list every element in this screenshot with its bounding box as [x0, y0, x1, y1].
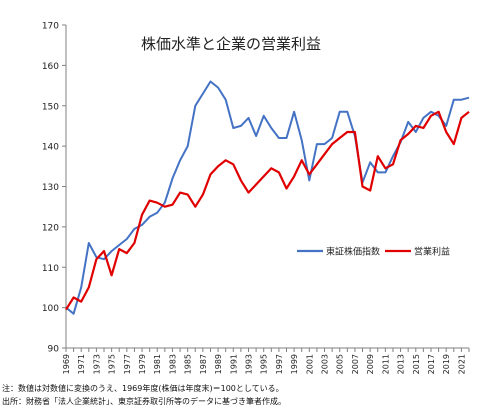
x-tick-label: 1981 [153, 354, 162, 374]
x-tick-label: 2007 [351, 354, 360, 374]
x-tick-label: 2021 [457, 354, 466, 374]
legend-label-stock-index: 東証株価指数 [326, 246, 380, 258]
legend-label-operating-profit: 営業利益 [414, 246, 450, 258]
x-tick-label: 2013 [397, 354, 406, 374]
y-tick-label: 170 [42, 22, 59, 32]
x-tick-label: 1993 [244, 354, 253, 374]
line-chart: 90 100 110 120 130 140 150 160 170 1969 1971 1973 19… [41, 21, 470, 375]
y-tick-label: 100 [42, 304, 59, 314]
y-tick-label: 140 [42, 143, 59, 153]
x-tick-label: 1997 [275, 354, 284, 374]
footnotes: 注：数値は対数値に変換のうえ、1969年度(株価は年度末)＝100としている。 … [2, 382, 498, 408]
x-tick-label: 1995 [260, 354, 269, 374]
x-tick-label: 2011 [381, 354, 390, 374]
y-tick-label: 130 [42, 183, 59, 193]
x-tick-label: 1987 [199, 354, 208, 374]
x-tick-label: 2005 [336, 354, 345, 374]
x-tick-label: 2017 [427, 354, 436, 374]
x-tick-label: 1977 [123, 354, 132, 374]
x-tick-label: 1979 [138, 354, 147, 374]
y-tick-label: 160 [42, 62, 59, 72]
footnote-note: 注：数値は対数値に変換のうえ、1969年度(株価は年度末)＝100としている。 [2, 384, 284, 393]
x-tick-label: 1969 [62, 354, 71, 374]
series-lines [65, 80, 470, 315]
x-tick-label: 1983 [168, 354, 177, 374]
x-tick-label: 1975 [108, 354, 117, 374]
x-tick-label: 1989 [214, 354, 223, 374]
x-tick-label: 2015 [412, 354, 421, 374]
x-tick-label: 1985 [184, 354, 193, 374]
footnote-source: 出所：財務省「法人企業統計」、東京証券取引所等のデータに基づき筆者作成。 [2, 397, 286, 406]
x-tick-label: 2009 [366, 354, 375, 374]
y-tick-label: 90 [48, 345, 60, 355]
x-tick-label: 2001 [305, 354, 314, 374]
legend: 東証株価指数 営業利益 [297, 246, 450, 258]
y-tick-label: 110 [42, 264, 59, 274]
x-tick-label: 2019 [442, 354, 451, 374]
y-tick-label: 150 [42, 102, 59, 112]
series-line-operating-profit [65, 110, 470, 311]
x-tick-label: 2003 [321, 354, 330, 374]
axes: 90 100 110 120 130 140 150 160 170 1969 1971 1973 19… [42, 22, 470, 374]
x-tick-label: 1991 [229, 354, 238, 374]
chart-title: 株価水準と企業の営業利益 [141, 35, 321, 53]
x-tick-label: 1973 [92, 354, 101, 374]
x-tick-label: 1971 [77, 354, 86, 374]
y-tick-label: 120 [42, 223, 59, 233]
x-tick-label: 1999 [290, 354, 299, 374]
